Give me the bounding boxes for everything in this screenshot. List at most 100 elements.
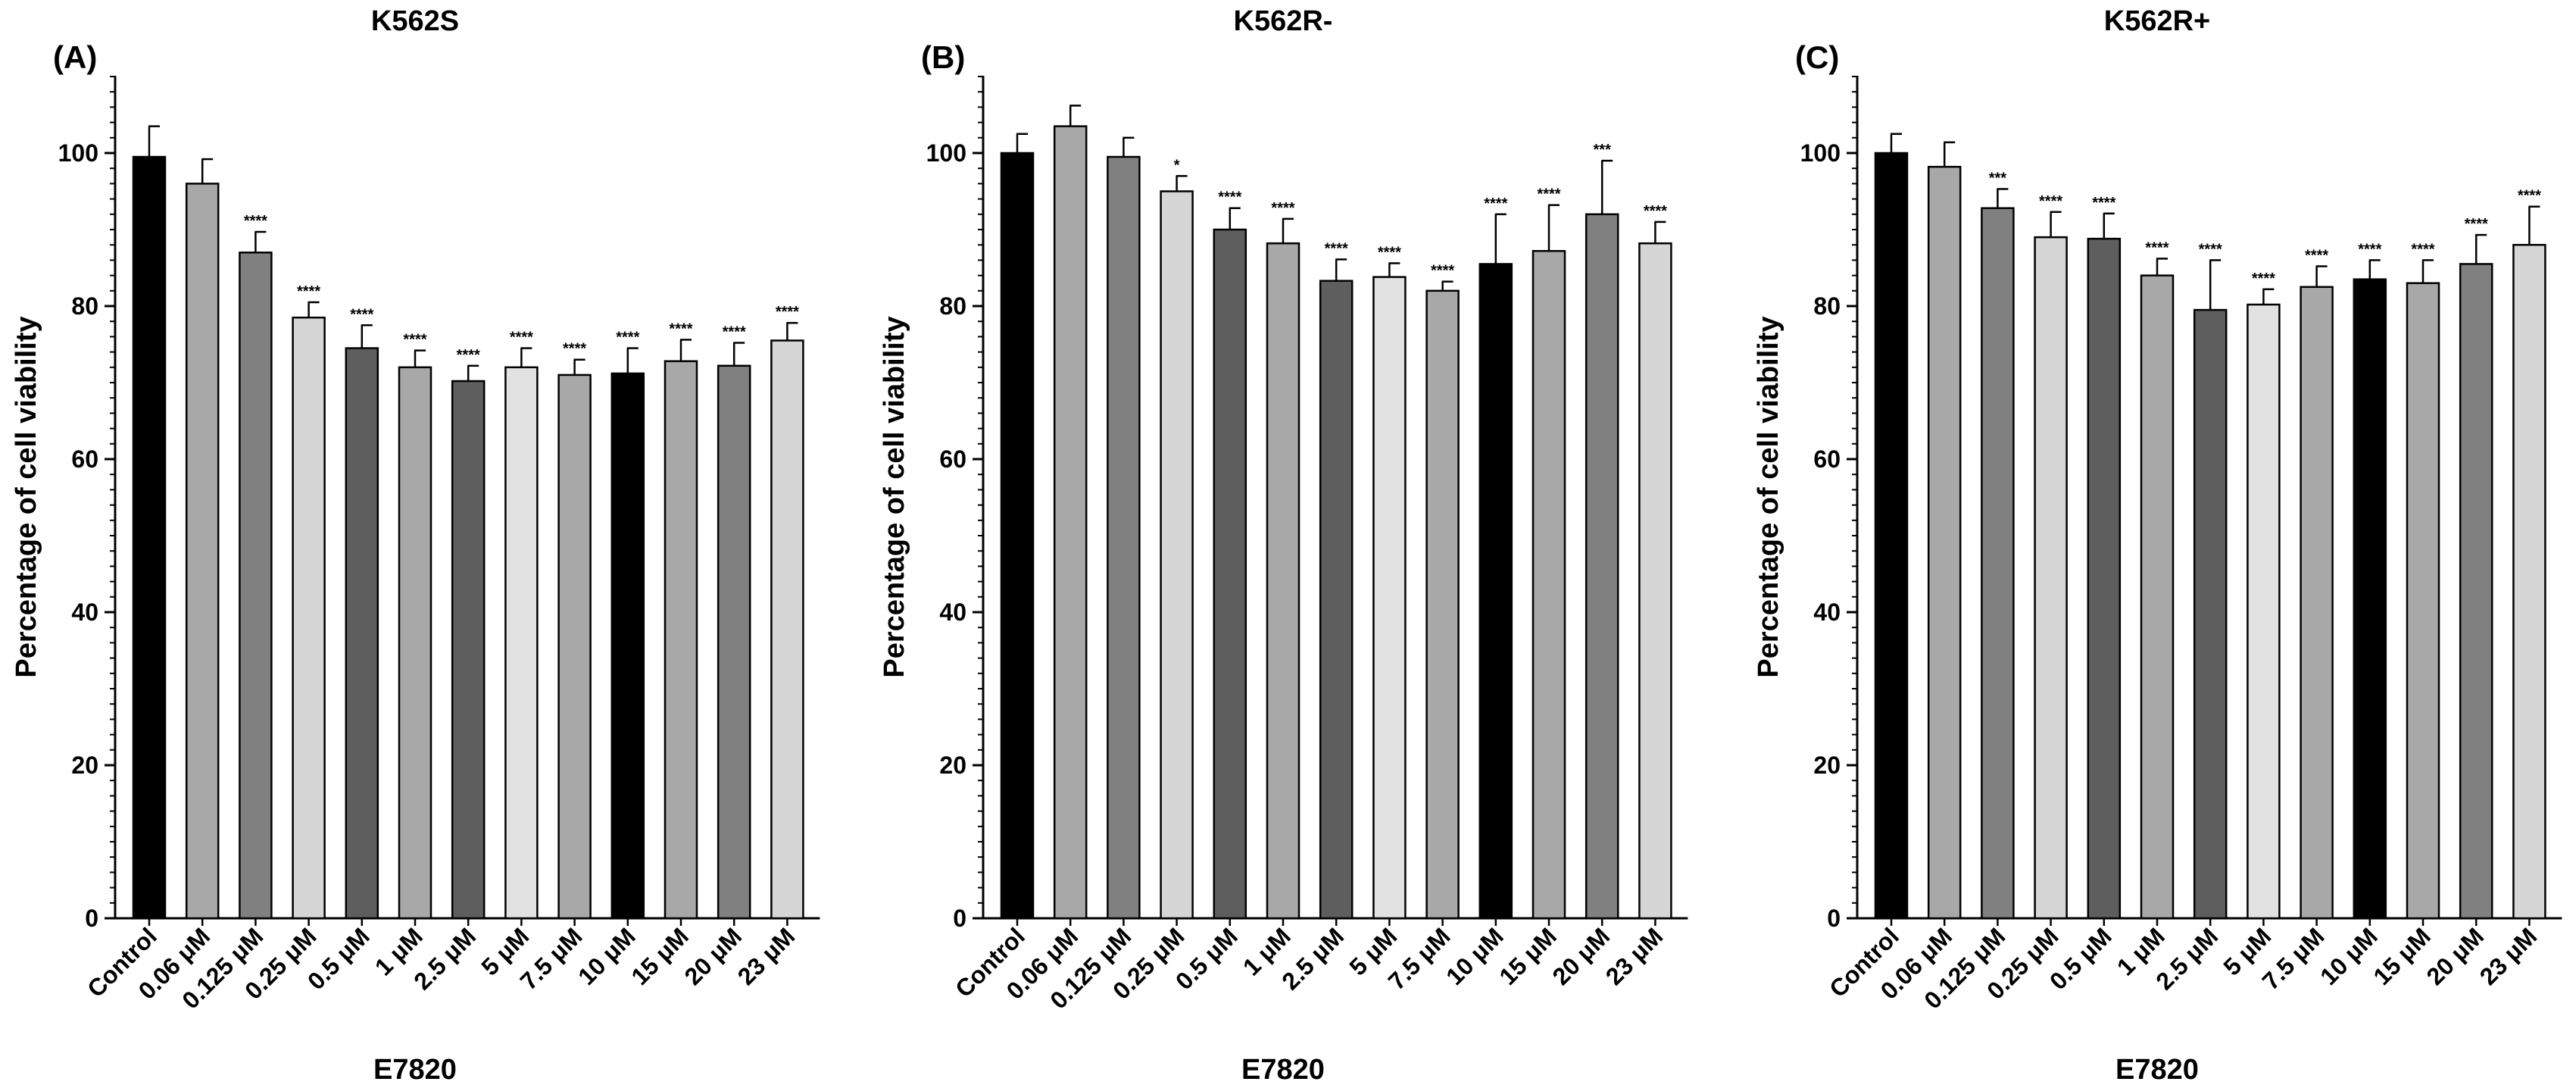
y-axis-label: Percentage of cell viability bbox=[1753, 316, 1784, 677]
bar bbox=[185, 183, 220, 920]
bar bbox=[1160, 190, 1194, 920]
bar bbox=[2300, 286, 2334, 920]
y-tick-label: 40 bbox=[1813, 599, 1841, 626]
significance-mark: **** bbox=[1431, 263, 1454, 280]
significance-mark: **** bbox=[2092, 195, 2115, 211]
y-axis-label: Percentage of cell viability bbox=[879, 316, 910, 677]
significance-mark: **** bbox=[1644, 203, 1667, 220]
bar bbox=[1107, 155, 1141, 920]
category-label: 20 μM bbox=[1547, 922, 1616, 990]
x-axis-label: E7820 bbox=[373, 1054, 457, 1086]
panel-letter: (A) bbox=[53, 39, 97, 75]
significance-mark: **** bbox=[510, 330, 533, 346]
bar bbox=[1053, 125, 1088, 920]
bar bbox=[1478, 263, 1513, 920]
chart-title: K562R+ bbox=[2104, 5, 2210, 37]
chart-title: K562S bbox=[371, 5, 459, 37]
bar bbox=[292, 316, 326, 920]
chart-panel-2: (B) K562R- 0 20 40 60 80 100 Percentage of cell … bbox=[879, 5, 1688, 1086]
bar bbox=[717, 364, 751, 920]
y-tick-label: 60 bbox=[939, 445, 966, 473]
significance-mark: **** bbox=[1378, 244, 1401, 261]
significance-mark: **** bbox=[1325, 240, 1348, 257]
chart-title: K562R- bbox=[1234, 5, 1333, 37]
category-label: 15 μM bbox=[2368, 922, 2436, 990]
y-tick-label: 20 bbox=[939, 752, 966, 779]
significance-mark: **** bbox=[2305, 247, 2328, 264]
bar bbox=[770, 339, 804, 920]
bar bbox=[1638, 242, 1672, 920]
y-tick-label: 100 bbox=[58, 139, 98, 167]
bar bbox=[398, 366, 432, 920]
y-tick-label: 0 bbox=[953, 905, 966, 932]
significance-mark: **** bbox=[563, 341, 586, 358]
y-tick-label: 40 bbox=[939, 599, 966, 626]
category-label: 15 μM bbox=[1494, 922, 1562, 990]
significance-mark: **** bbox=[2358, 241, 2381, 258]
bar bbox=[1981, 207, 2015, 920]
significance-mark: **** bbox=[1537, 186, 1560, 203]
significance-mark: **** bbox=[1271, 200, 1294, 217]
bar bbox=[664, 360, 698, 920]
significance-mark: **** bbox=[2039, 193, 2062, 210]
y-tick-label: 0 bbox=[1827, 905, 1841, 932]
bar bbox=[1000, 152, 1035, 920]
bar bbox=[1372, 276, 1407, 920]
category-label: 15 μM bbox=[626, 922, 694, 990]
y-tick-label: 60 bbox=[1813, 445, 1841, 473]
bar bbox=[239, 252, 273, 920]
panel-letter: (C) bbox=[1795, 39, 1839, 75]
y-tick-label: 60 bbox=[71, 445, 98, 473]
bar bbox=[1425, 289, 1460, 920]
y-tick-label: 100 bbox=[1800, 139, 1841, 167]
bar bbox=[2193, 308, 2228, 920]
significance-mark: **** bbox=[723, 324, 746, 340]
y-tick-label: 20 bbox=[71, 752, 98, 779]
y-tick-label: 20 bbox=[1813, 752, 1841, 779]
bar bbox=[610, 372, 645, 920]
bar bbox=[2034, 236, 2068, 920]
bar bbox=[1319, 280, 1354, 920]
significance-mark: **** bbox=[244, 213, 267, 230]
bar bbox=[2140, 274, 2175, 920]
significance-mark: **** bbox=[2199, 241, 2222, 258]
bar bbox=[2459, 263, 2493, 920]
bar bbox=[132, 155, 167, 920]
category-label: 10 μM bbox=[1441, 922, 1509, 990]
chart-panel-3: (C) K562R+ 0 20 40 60 80 100 Percentage of cell … bbox=[1753, 5, 2562, 1086]
category-label: 23 μM bbox=[2475, 922, 2543, 990]
y-tick-label: 40 bbox=[71, 599, 98, 626]
significance-mark: **** bbox=[2518, 188, 2541, 205]
bar bbox=[2512, 243, 2546, 920]
category-label: 20 μM bbox=[2421, 922, 2490, 990]
category-label: 23 μM bbox=[732, 922, 801, 990]
significance-mark: **** bbox=[2252, 270, 2275, 287]
x-axis-label: E7820 bbox=[2115, 1054, 2199, 1086]
bar bbox=[1532, 250, 1566, 920]
y-tick-label: 80 bbox=[939, 292, 966, 320]
significance-mark: *** bbox=[1989, 170, 2007, 186]
significance-mark: **** bbox=[616, 330, 639, 346]
significance-mark: **** bbox=[2145, 239, 2169, 256]
y-tick-label: 100 bbox=[926, 139, 966, 167]
bar bbox=[1213, 228, 1247, 920]
significance-mark: **** bbox=[1218, 189, 1241, 206]
y-tick-label: 0 bbox=[85, 905, 98, 932]
category-label: 20 μM bbox=[679, 922, 748, 990]
chart-panel-1: (A) K562S 0 20 40 60 80 100 Percentage of cell v… bbox=[11, 5, 820, 1086]
significance-mark: **** bbox=[776, 304, 799, 320]
bar bbox=[345, 347, 379, 920]
bar bbox=[2353, 278, 2387, 920]
significance-mark: *** bbox=[1594, 142, 1612, 158]
bar bbox=[1927, 165, 1962, 920]
significance-mark: **** bbox=[669, 320, 692, 337]
significance-mark: **** bbox=[2465, 216, 2488, 233]
significance-mark: **** bbox=[1484, 195, 1507, 212]
significance-mark: **** bbox=[457, 347, 480, 364]
bar bbox=[2247, 303, 2281, 920]
x-axis-label: E7820 bbox=[1241, 1054, 1325, 1086]
y-axis-label: Percentage of cell viability bbox=[11, 316, 42, 677]
bar bbox=[1266, 242, 1300, 920]
bar bbox=[2406, 282, 2440, 920]
